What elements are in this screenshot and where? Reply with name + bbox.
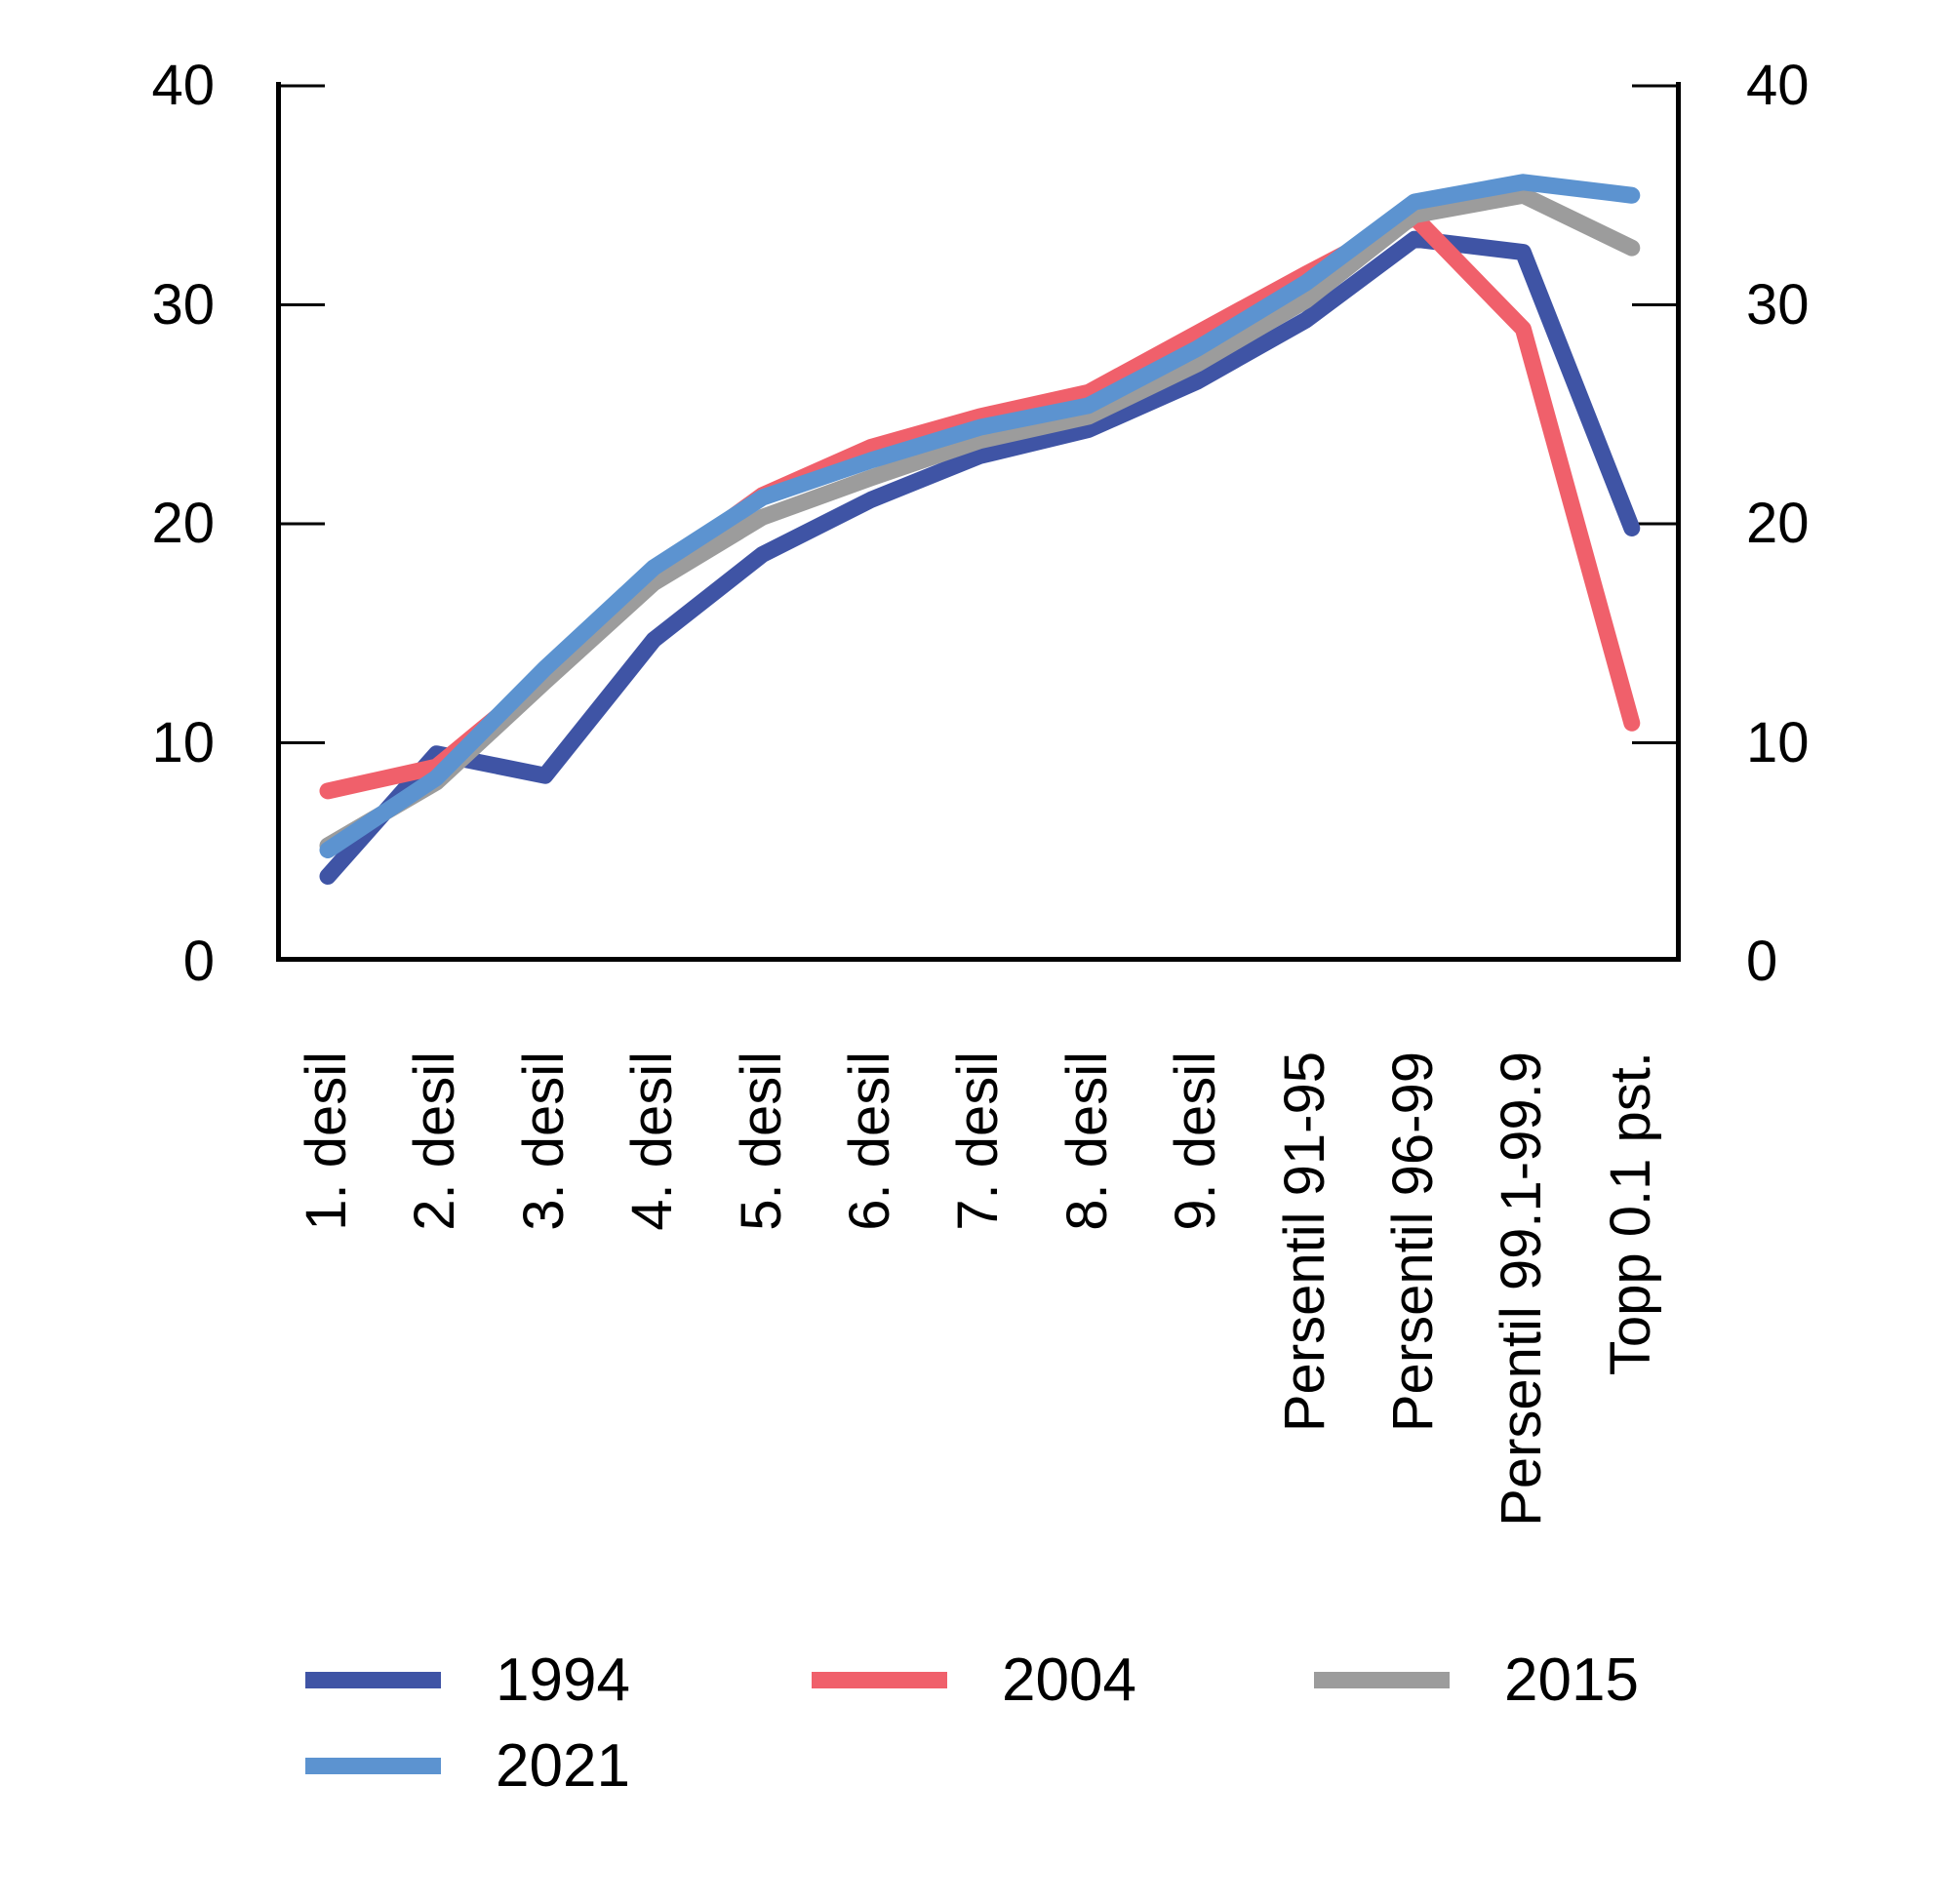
- legend-item-2015: 2015: [1314, 1645, 1639, 1715]
- x-tick-label-4: 4. desil: [620, 1051, 685, 1231]
- legend-label-2021: 2021: [496, 1731, 630, 1800]
- y-tick-label-right-0: 0: [1746, 930, 1778, 993]
- series-line-1994: [319, 230, 1641, 885]
- y-tick-label-left-10: 10: [151, 710, 215, 774]
- y-tick-label-right-20: 20: [1746, 492, 1810, 555]
- y-tick-label-left-30: 30: [151, 272, 215, 337]
- x-tick-label-6: 6. desil: [838, 1051, 901, 1231]
- x-tick-label-12: Persentil 99.1-99.9: [1490, 1051, 1554, 1527]
- x-tick-label-3: 3. desil: [511, 1051, 576, 1231]
- x-tick-label-8: 8. desil: [1055, 1051, 1119, 1231]
- legend-swatch-2004: [812, 1671, 947, 1688]
- x-tick-label-11: Persentil 96-99: [1381, 1051, 1445, 1433]
- x-tick-label-7: 7. desil: [946, 1051, 1011, 1231]
- legend-item-1994: 1994: [305, 1645, 630, 1715]
- y-tick-label-right-30: 30: [1746, 272, 1810, 337]
- legend-swatch-2021: [305, 1757, 441, 1774]
- legend-swatch-2015: [1314, 1671, 1450, 1688]
- y-tick-label-right-10: 10: [1746, 710, 1810, 774]
- x-tick-label-13: Topp 0.1 pst.: [1598, 1051, 1662, 1376]
- legend-item-2004: 2004: [812, 1645, 1136, 1715]
- x-tick-label-5: 5. desil: [729, 1051, 793, 1231]
- legend-swatch-1994: [305, 1671, 441, 1688]
- legend-label-1994: 1994: [496, 1646, 630, 1714]
- x-tick-label-9: 9. desil: [1164, 1051, 1228, 1231]
- y-tick-label-left-40: 40: [151, 54, 215, 117]
- legend-label-2015: 2015: [1504, 1646, 1639, 1714]
- y-tick-label-left-20: 20: [151, 492, 215, 555]
- x-tick-label-1: 1. desil: [295, 1051, 358, 1231]
- legend-item-2021: 2021: [305, 1730, 630, 1801]
- series-line-2021: [319, 174, 1641, 859]
- x-tick-label-10: Persentil 91-95: [1272, 1051, 1336, 1433]
- x-tick-label-2: 2. desil: [403, 1051, 467, 1231]
- y-tick-label-right-40: 40: [1746, 54, 1810, 117]
- y-tick-label-left-0: 0: [182, 930, 215, 993]
- legend-label-2004: 2004: [1002, 1646, 1136, 1714]
- series-line-2015: [319, 186, 1641, 854]
